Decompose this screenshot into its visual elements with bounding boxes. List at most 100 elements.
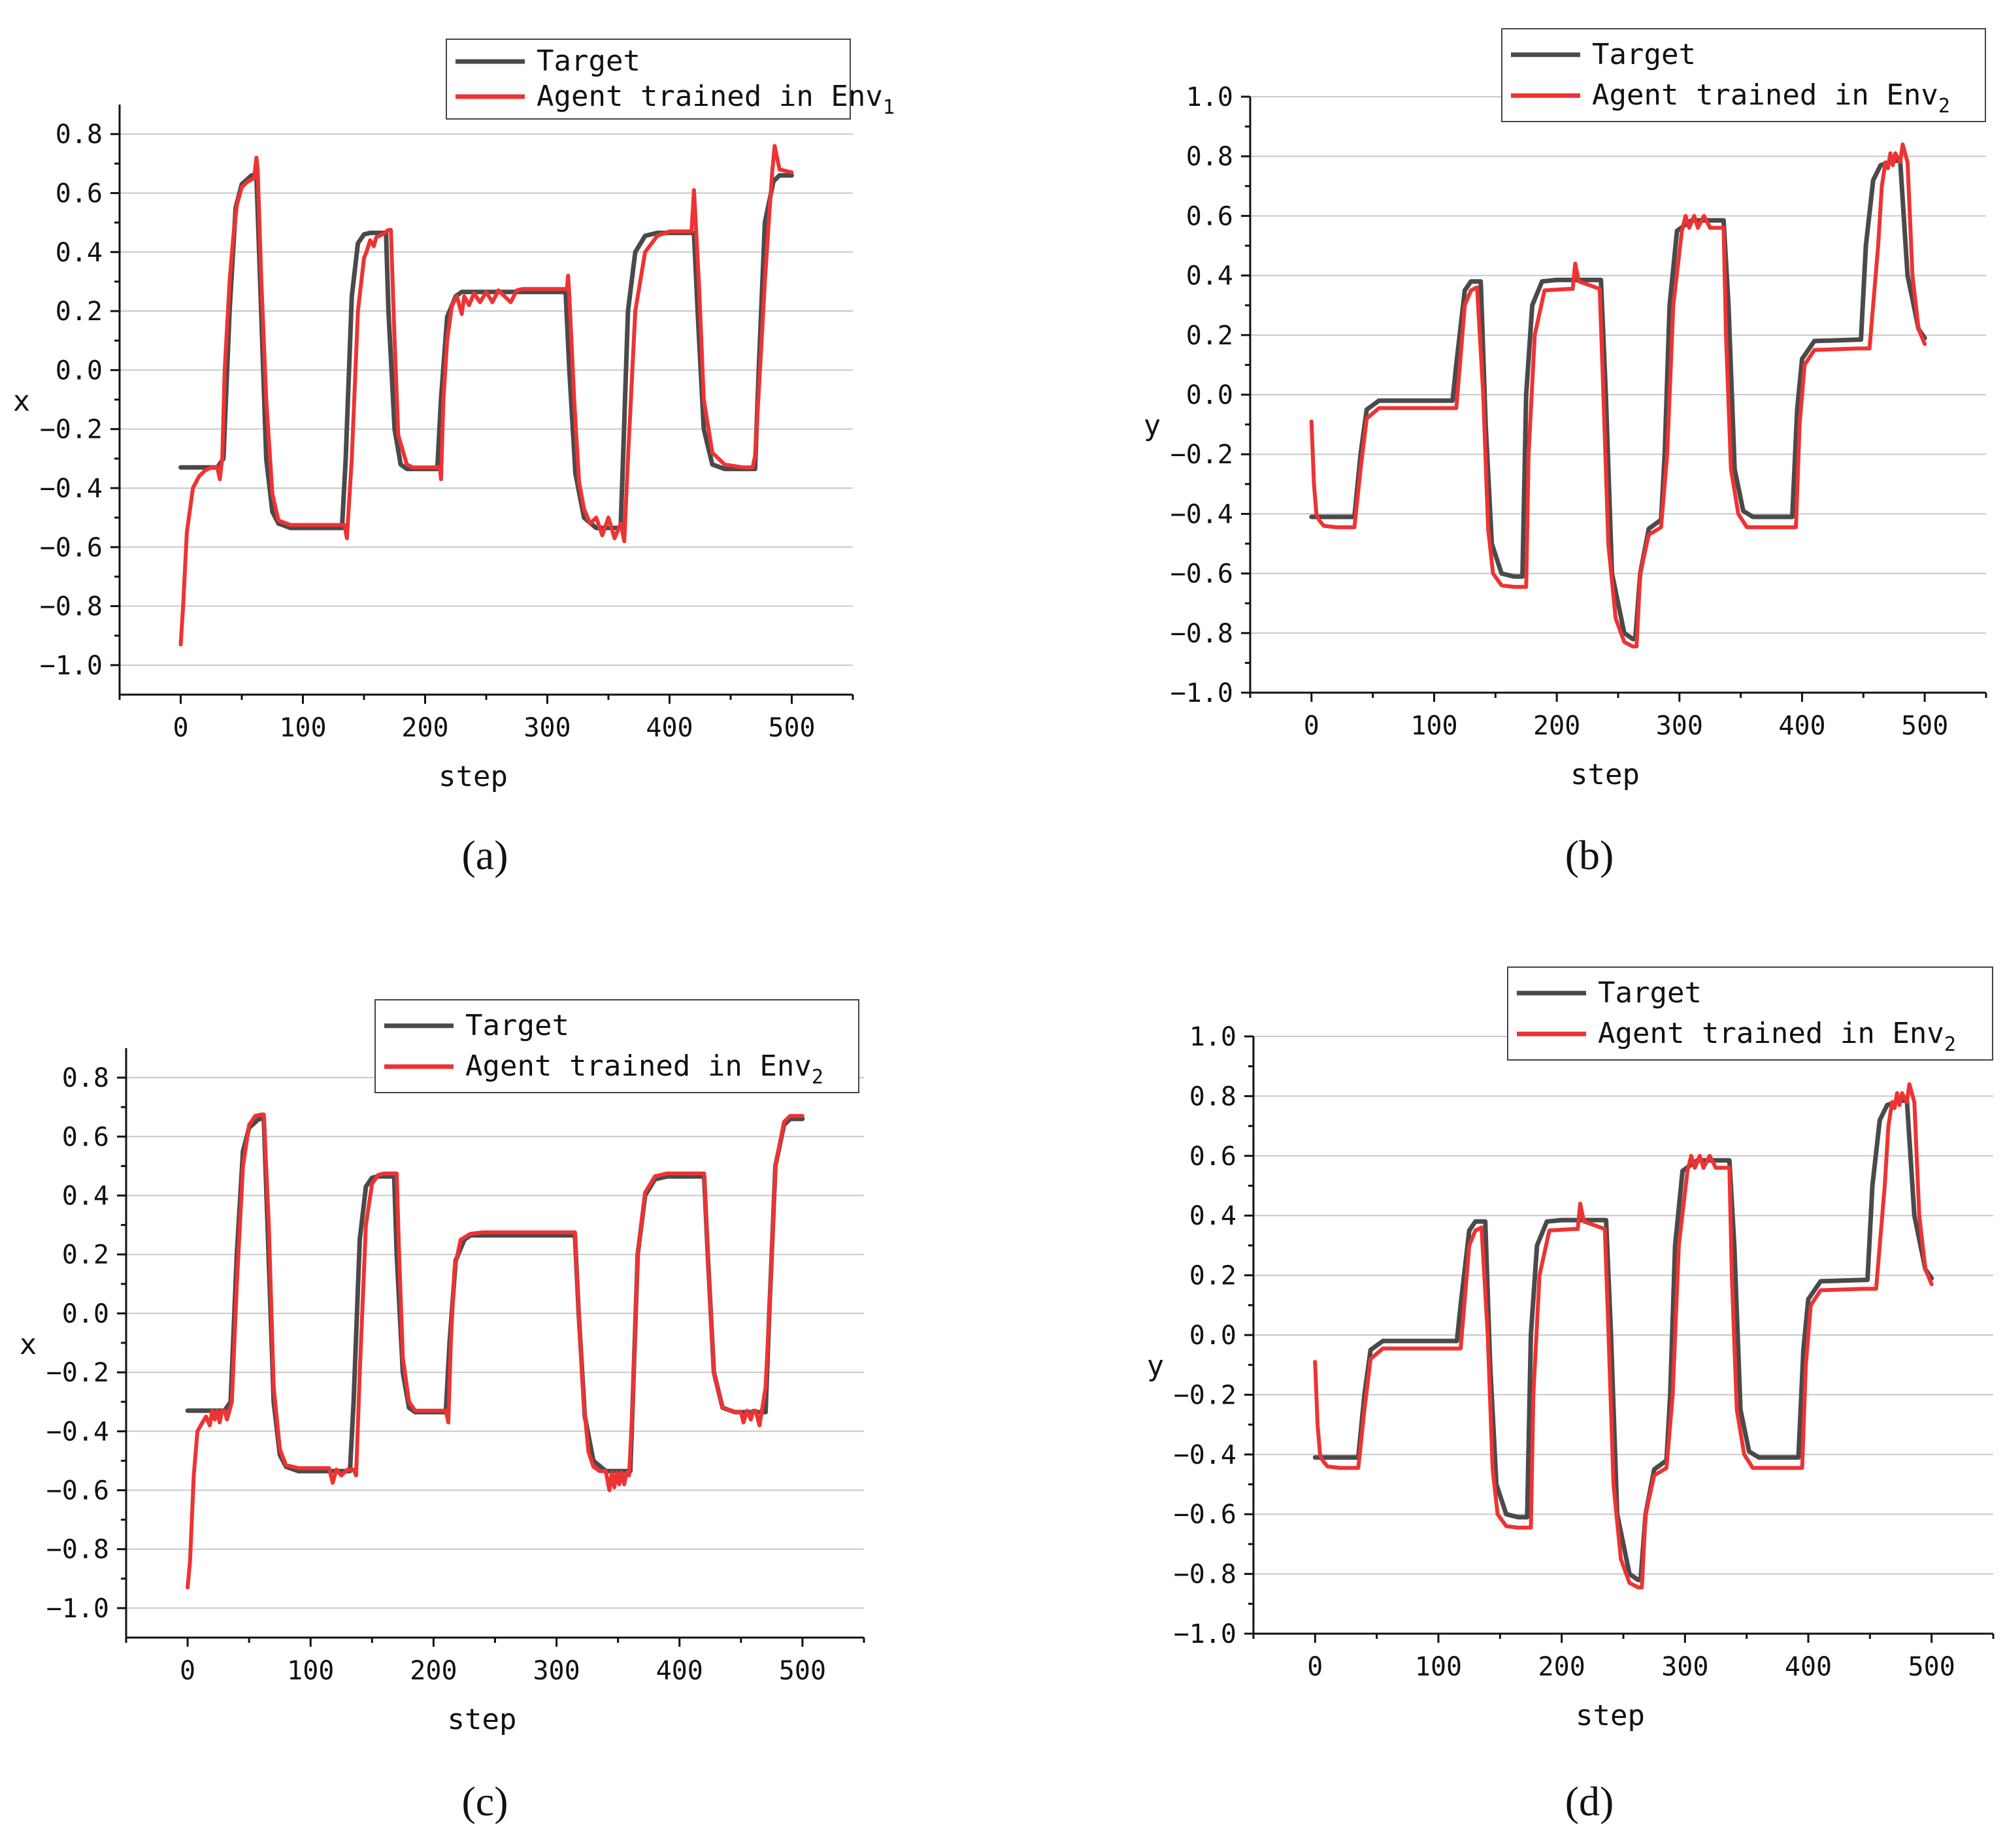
x-tick-label: 200 xyxy=(410,1656,457,1686)
chart-panel-b: 1.0 0.8 0.6 0.4 0.2 0.0 −0.2 −0.4 −0.6 −0.8 −1.0 0 1… xyxy=(1144,28,1987,791)
y-tick-label: 0.0 xyxy=(1186,380,1233,410)
y-tick-label: −0.8 xyxy=(46,1535,109,1565)
panel-label-d: (d) xyxy=(1565,1778,1614,1824)
panel-label-c: (c) xyxy=(461,1778,508,1824)
y-tick-label: −1.0 xyxy=(40,651,103,681)
y-tick-label: 1.0 xyxy=(1189,1022,1236,1052)
y-tick-label: 0.6 xyxy=(1186,201,1233,231)
legend-label-target: Target xyxy=(1592,38,1696,71)
x-axis-label: step xyxy=(1570,758,1640,791)
x-tick-label: 0 xyxy=(1304,711,1319,741)
legend-box xyxy=(374,999,859,1093)
x-axis-label: step xyxy=(1576,1699,1645,1732)
x-tick-label: 100 xyxy=(287,1656,334,1686)
y-tick-label: −0.2 xyxy=(1170,440,1233,470)
y-tick-label: 0.4 xyxy=(56,238,103,268)
y-tick-label: −0.8 xyxy=(1174,1560,1236,1590)
legend-box xyxy=(1501,28,1986,122)
y-tick-label: 0.2 xyxy=(56,297,103,327)
x-tick-label: 300 xyxy=(1661,1652,1708,1682)
legend-box xyxy=(446,39,851,120)
y-tick-label: −1.0 xyxy=(1170,678,1233,708)
legend-subscript: 1 xyxy=(883,96,895,119)
x-axis-label: step xyxy=(448,1703,517,1736)
y-tick-label: 0.8 xyxy=(56,120,103,150)
x-tick-label: 300 xyxy=(533,1656,580,1686)
panel-label-a: (a) xyxy=(461,832,508,878)
y-tick-label: −0.2 xyxy=(46,1358,109,1388)
y-tick-label: 0.8 xyxy=(1186,142,1233,172)
x-tick-label: 300 xyxy=(1656,711,1703,741)
y-tick-label: 0.0 xyxy=(56,355,103,386)
legend-subscript: 2 xyxy=(812,1066,823,1089)
legend-label-target: Target xyxy=(537,44,640,78)
x-tick-label: 400 xyxy=(646,713,693,743)
y-tick-label: −0.4 xyxy=(40,474,103,504)
legend-label-agent: Agent trained in Env1 xyxy=(537,80,895,119)
x-tick-label: 500 xyxy=(1901,711,1948,741)
series-line-target xyxy=(178,173,794,531)
y-tick-label: 0.6 xyxy=(62,1122,109,1152)
series-line-agent xyxy=(1313,1082,1934,1590)
series-line-agent xyxy=(1309,142,1927,649)
x-tick-label: 300 xyxy=(523,713,571,743)
x-tick-label: 0 xyxy=(1307,1652,1323,1682)
legend-label-target: Target xyxy=(465,1009,569,1042)
y-tick-label: 0.4 xyxy=(62,1181,109,1212)
legend-subscript: 2 xyxy=(1938,95,1950,118)
chart-panel-d: 1.0 0.8 0.6 0.4 0.2 0.0 −0.2 −0.4 −0.6 −0.8 −1.0 0 1… xyxy=(1147,966,1995,1732)
y-tick-label: 0.2 xyxy=(62,1240,109,1270)
y-tick-label: −1.0 xyxy=(46,1594,109,1624)
y-tick-label: 0.6 xyxy=(56,178,103,208)
series-line-agent xyxy=(186,1112,804,1590)
y-tick-label: −0.2 xyxy=(1174,1380,1236,1410)
legend-label-agent: Agent trained in Env2 xyxy=(1592,78,1950,118)
y-tick-label: −0.8 xyxy=(1170,619,1233,649)
y-tick-label: 0.6 xyxy=(1189,1142,1236,1172)
y-tick-label: −0.4 xyxy=(1170,499,1233,529)
x-tick-label: 400 xyxy=(1778,711,1825,741)
y-axis-label: y xyxy=(1144,409,1161,442)
y-tick-label: −0.4 xyxy=(46,1417,109,1447)
y-tick-label: −0.6 xyxy=(1174,1500,1236,1530)
x-tick-label: 100 xyxy=(1410,711,1457,741)
x-tick-label: 0 xyxy=(173,713,188,743)
y-tick-label: −1.0 xyxy=(1174,1619,1236,1649)
y-axis-label: x xyxy=(20,1328,37,1361)
x-axis-label: step xyxy=(439,760,508,793)
legend-box xyxy=(1507,966,1993,1061)
y-tick-label: 0.0 xyxy=(62,1299,109,1329)
series-line-target xyxy=(1309,158,1927,642)
series-line-agent xyxy=(178,144,794,647)
y-axis-label: y xyxy=(1147,1349,1165,1383)
legend-subscript: 2 xyxy=(1944,1033,1956,1056)
y-tick-label: −0.2 xyxy=(40,415,103,445)
x-tick-label: 200 xyxy=(401,713,448,743)
x-tick-label: 200 xyxy=(1533,711,1580,741)
series-line-target xyxy=(1312,1098,1934,1583)
chart-panel-a: 0.8 0.6 0.4 0.2 0.0 −0.2 −0.4 −0.6 −0.8 −1.0 0 100 2… xyxy=(13,39,895,793)
y-tick-label: 0.4 xyxy=(1186,261,1233,291)
legend-label-agent: Agent trained in Env2 xyxy=(1598,1017,1956,1056)
y-tick-label: −0.4 xyxy=(1174,1440,1236,1470)
y-tick-label: 0.0 xyxy=(1189,1321,1236,1351)
y-tick-label: −0.6 xyxy=(46,1476,109,1506)
y-axis-label: x xyxy=(13,384,31,418)
y-tick-label: 0.8 xyxy=(62,1063,109,1093)
legend-label-target: Target xyxy=(1598,976,1702,1010)
y-tick-label: −0.6 xyxy=(1170,559,1233,589)
y-tick-label: 1.0 xyxy=(1186,82,1233,112)
x-tick-label: 500 xyxy=(1908,1652,1955,1682)
panel-label-b: (b) xyxy=(1565,832,1614,878)
x-tick-label: 200 xyxy=(1538,1652,1585,1682)
y-tick-label: 0.2 xyxy=(1186,321,1233,351)
x-tick-label: 500 xyxy=(768,713,815,743)
x-tick-label: 400 xyxy=(656,1656,703,1686)
chart-panel-c: 0.8 0.6 0.4 0.2 0.0 −0.2 −0.4 −0.6 −0.8 −1.0 0 100 2… xyxy=(20,999,865,1736)
y-tick-label: 0.8 xyxy=(1189,1081,1236,1112)
y-tick-label: 0.4 xyxy=(1189,1201,1236,1231)
x-tick-label: 100 xyxy=(279,713,326,743)
x-tick-label: 500 xyxy=(779,1656,826,1686)
x-tick-label: 400 xyxy=(1785,1652,1832,1682)
